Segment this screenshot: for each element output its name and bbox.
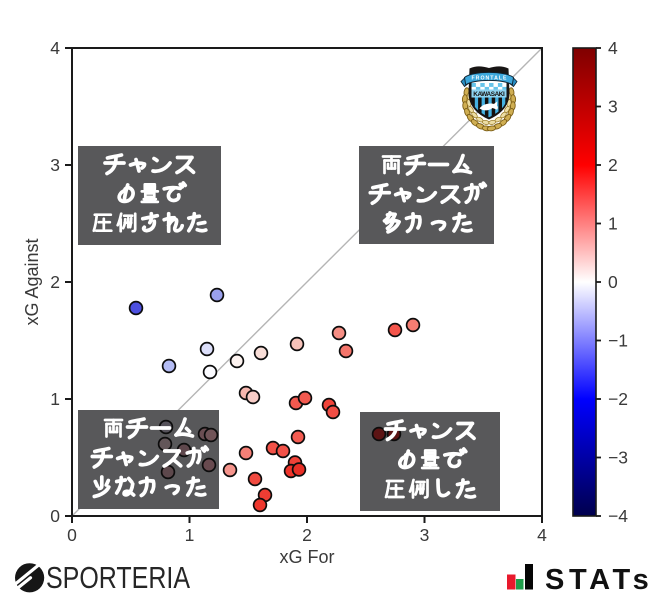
svg-text:xG For: xG For [279, 547, 334, 567]
svg-text:0: 0 [608, 272, 618, 292]
svg-text:−1: −1 [608, 331, 628, 351]
svg-text:KAWASAKI: KAWASAKI [473, 91, 505, 98]
svg-text:1: 1 [50, 389, 60, 409]
svg-text:xG Against: xG Against [22, 238, 42, 325]
svg-text:0: 0 [67, 525, 77, 545]
svg-text:3: 3 [608, 97, 618, 117]
svg-text:0: 0 [50, 506, 60, 526]
svg-text:−3: −3 [608, 448, 628, 468]
svg-text:−4: −4 [608, 506, 628, 526]
svg-text:−2: −2 [608, 389, 628, 409]
svg-text:4: 4 [608, 38, 618, 58]
svg-text:SPORTERIA: SPORTERIA [46, 561, 190, 595]
svg-text:STATs: STATs [545, 564, 653, 596]
svg-text:3: 3 [50, 155, 60, 175]
svg-text:4: 4 [50, 38, 60, 58]
svg-text:2: 2 [50, 272, 60, 292]
svg-text:2: 2 [302, 525, 312, 545]
svg-text:1: 1 [185, 525, 195, 545]
svg-text:4: 4 [537, 525, 547, 545]
svg-text:2: 2 [608, 155, 618, 175]
svg-text:1: 1 [608, 214, 618, 234]
svg-text:3: 3 [420, 525, 430, 545]
